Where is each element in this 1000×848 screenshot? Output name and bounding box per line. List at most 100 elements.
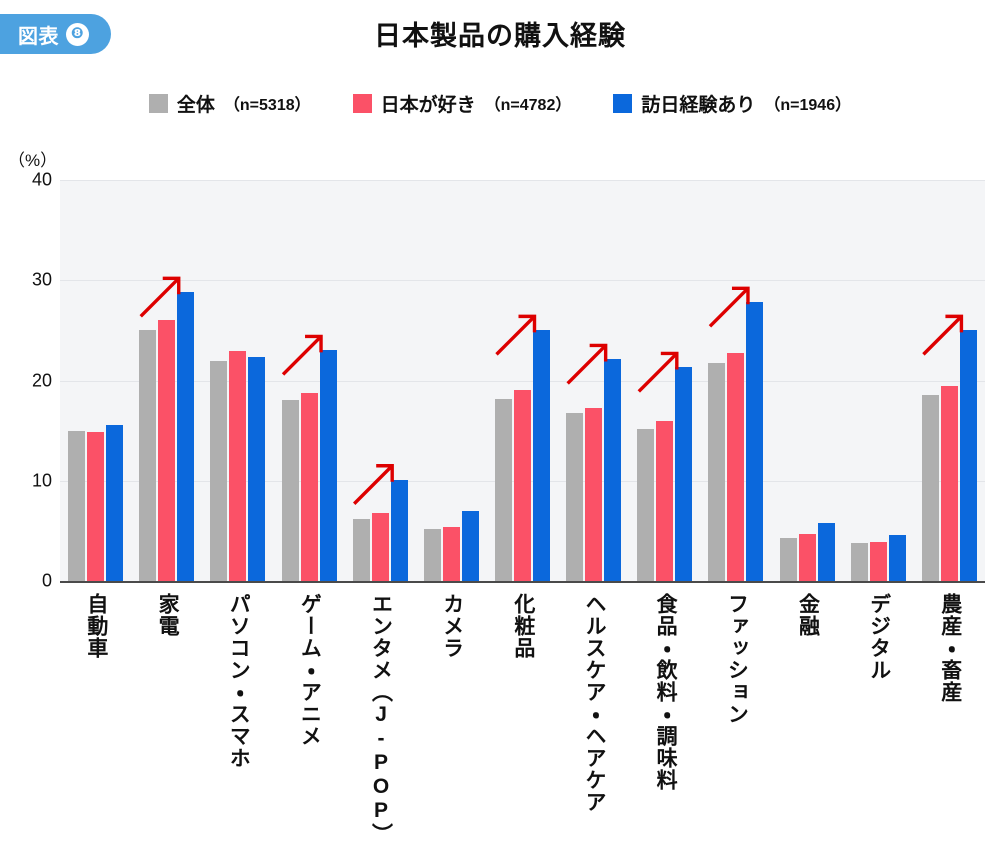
bar (390, 479, 408, 581)
x-axis-label: デジタル (843, 593, 914, 681)
legend-sample-size: （n=4782） (484, 97, 572, 114)
bar-group (772, 180, 843, 581)
legend-swatch-pink (352, 93, 372, 113)
figure-badge-number: ❽ (66, 22, 89, 46)
plot-wrapper: 0 10 20 30 40 自動車 家電 パソコン・スマホ ゲーム・アニメ エンタメ（J-POP… (0, 170, 1000, 845)
bar (656, 420, 674, 581)
figure-badge-label: 図表 (18, 25, 59, 48)
bar (87, 431, 105, 581)
x-axis-label: エンタメ（J-POP） (345, 593, 416, 845)
bar-group (202, 180, 273, 581)
legend-label: 日本が好き (380, 94, 476, 116)
y-axis-tick-label: 20 (31, 370, 52, 390)
legend-item: 日本が好き （n=4782） (352, 90, 572, 117)
x-axis-label-text: ファッション (725, 593, 749, 725)
legend-label: 全体 (176, 94, 215, 116)
x-axis-label: 食品・飲料・調味料 (629, 593, 700, 791)
legend-label: 訪日経験あり (641, 94, 756, 116)
bar (888, 534, 906, 581)
bar-groups (60, 180, 985, 581)
plot-area (60, 180, 985, 583)
y-axis-tick-label: 30 (31, 269, 52, 290)
bar (940, 385, 958, 581)
gridline (60, 280, 985, 282)
x-axis-label: ファッション (700, 593, 771, 725)
bar (300, 392, 318, 581)
bar (921, 394, 939, 581)
bar (869, 541, 887, 581)
bar-group (345, 180, 416, 581)
x-axis-label: 家電 (131, 593, 202, 637)
bar (959, 330, 977, 581)
bar (177, 292, 195, 581)
x-axis-label: 化粧品 (487, 593, 558, 659)
bar (533, 330, 551, 581)
legend-item: 全体 （n=5318） (148, 90, 311, 117)
bar (604, 359, 622, 581)
x-axis-label-text: 自動車 (84, 593, 108, 659)
bar (319, 350, 337, 581)
x-axis-label-text: 農産・畜産 (938, 593, 962, 703)
bar-group (487, 180, 558, 581)
bar (210, 361, 228, 581)
bar (779, 537, 797, 581)
bar (850, 542, 868, 581)
chart-header: 図表 ❽ 日本製品の購入経験 (0, 0, 1000, 70)
bar-group (700, 180, 771, 581)
chart-legend: 全体 （n=5318） 日本が好き （n=4782） 訪日経験あり （n=1946） (0, 88, 1000, 118)
x-axis-label-text: 食品・飲料・調味料 (654, 593, 678, 791)
x-axis-label-text: 化粧品 (511, 593, 535, 659)
bar-group (273, 180, 344, 581)
bar (371, 512, 389, 581)
x-axis-label-text: エンタメ（J-POP） (369, 593, 393, 845)
page-title: 日本製品の購入経験 (374, 21, 626, 51)
bar (423, 528, 441, 581)
bar (442, 526, 460, 581)
y-axis-tick-label: 0 (41, 570, 52, 591)
bar (281, 399, 299, 581)
bar (229, 351, 247, 581)
x-axis-label-text: パソコン・スマホ (227, 593, 251, 769)
bar (798, 533, 816, 581)
bar (675, 367, 693, 581)
bar (727, 353, 745, 581)
bar-group (558, 180, 629, 581)
legend-sample-size: （n=1946） (764, 97, 852, 114)
bar (352, 518, 370, 581)
legend-swatch-gray (148, 93, 168, 113)
bar-group (131, 180, 202, 581)
bar (495, 398, 513, 581)
bar (708, 363, 726, 581)
x-axis-label: カメラ (416, 593, 487, 659)
bar (139, 330, 157, 581)
bar-group (629, 180, 700, 581)
bar-group (843, 180, 914, 581)
y-axis-unit-label: （%） (8, 151, 58, 170)
gridline (60, 180, 985, 181)
legend-swatch-blue (613, 93, 633, 113)
bar (514, 389, 532, 581)
x-axis-label-text: ゲーム・アニメ (298, 593, 322, 747)
y-axis-tick-label: 10 (31, 470, 52, 491)
bar (461, 510, 479, 581)
x-axis-label-text: 金融 (796, 593, 820, 637)
bar (68, 430, 86, 581)
bar (585, 407, 603, 581)
bar (817, 522, 835, 581)
figure-number-badge: 図表 ❽ (0, 14, 111, 54)
x-axis-label: ゲーム・アニメ (273, 593, 344, 747)
bar (248, 357, 266, 581)
y-axis-tick-label: 40 (31, 169, 52, 190)
x-axis-label: パソコン・スマホ (202, 593, 273, 769)
bar (566, 412, 584, 581)
x-axis-label-text: ヘルスケア・ヘアケア (583, 593, 606, 813)
bar (158, 320, 176, 581)
bar-group (416, 180, 487, 581)
gridline (60, 380, 985, 382)
bar-group (914, 180, 985, 581)
legend-item: 訪日経験あり （n=1946） (613, 90, 851, 117)
x-axis-labels: 自動車 家電 パソコン・スマホ ゲーム・アニメ エンタメ（J-POP） カメラ 化粧品 ヘルス… (60, 593, 985, 845)
bar (106, 424, 124, 581)
x-axis-label: 農産・畜産 (914, 593, 985, 703)
legend-sample-size: （n=5318） (223, 97, 311, 114)
